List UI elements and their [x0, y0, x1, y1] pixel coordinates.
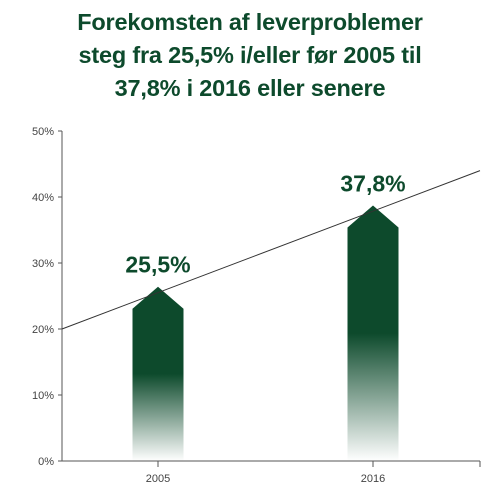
chart-title-line-1: Forekomsten af leverproblemer [77, 9, 423, 35]
y-tick-label: 40% [32, 192, 54, 204]
data-label: 25,5% [125, 252, 190, 278]
y-tick-label: 20% [32, 324, 54, 336]
trend-line [61, 170, 481, 330]
y-tick-label: 10% [32, 390, 54, 402]
chart-title-line-2: steg fra 25,5% i/eller før 2005 til [78, 42, 422, 68]
y-tick-label: 50% [32, 126, 54, 138]
data-label: 37,8% [340, 171, 405, 197]
chart-title-line-3: 37,8% i 2016 eller senere [114, 75, 386, 101]
x-tick-label: 2016 [361, 473, 385, 485]
bar-arrow-2005 [132, 286, 184, 461]
y-tick-label: 30% [32, 258, 54, 270]
x-tick-label: 2005 [146, 473, 170, 485]
chart-title: Forekomsten af leverproblemer steg fra 2… [0, 6, 500, 105]
bar-arrow-2016 [347, 205, 399, 461]
y-tick-label: 0% [38, 456, 54, 468]
